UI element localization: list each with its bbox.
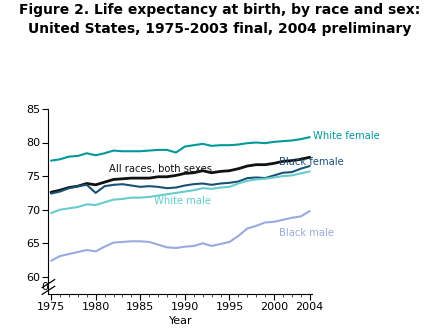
Text: All races, both sexes: All races, both sexes: [109, 164, 212, 174]
Text: Black male: Black male: [279, 228, 334, 238]
Text: White male: White male: [154, 196, 211, 206]
Text: Black female: Black female: [279, 157, 343, 167]
Text: 0: 0: [41, 282, 48, 292]
Bar: [9, 292, 48, 294]
Text: White female: White female: [313, 131, 380, 142]
X-axis label: Year: Year: [169, 316, 192, 326]
Text: Figure 2. Life expectancy at birth, by race and sex:
United States, 1975-2003 fi: Figure 2. Life expectancy at birth, by r…: [19, 3, 421, 36]
